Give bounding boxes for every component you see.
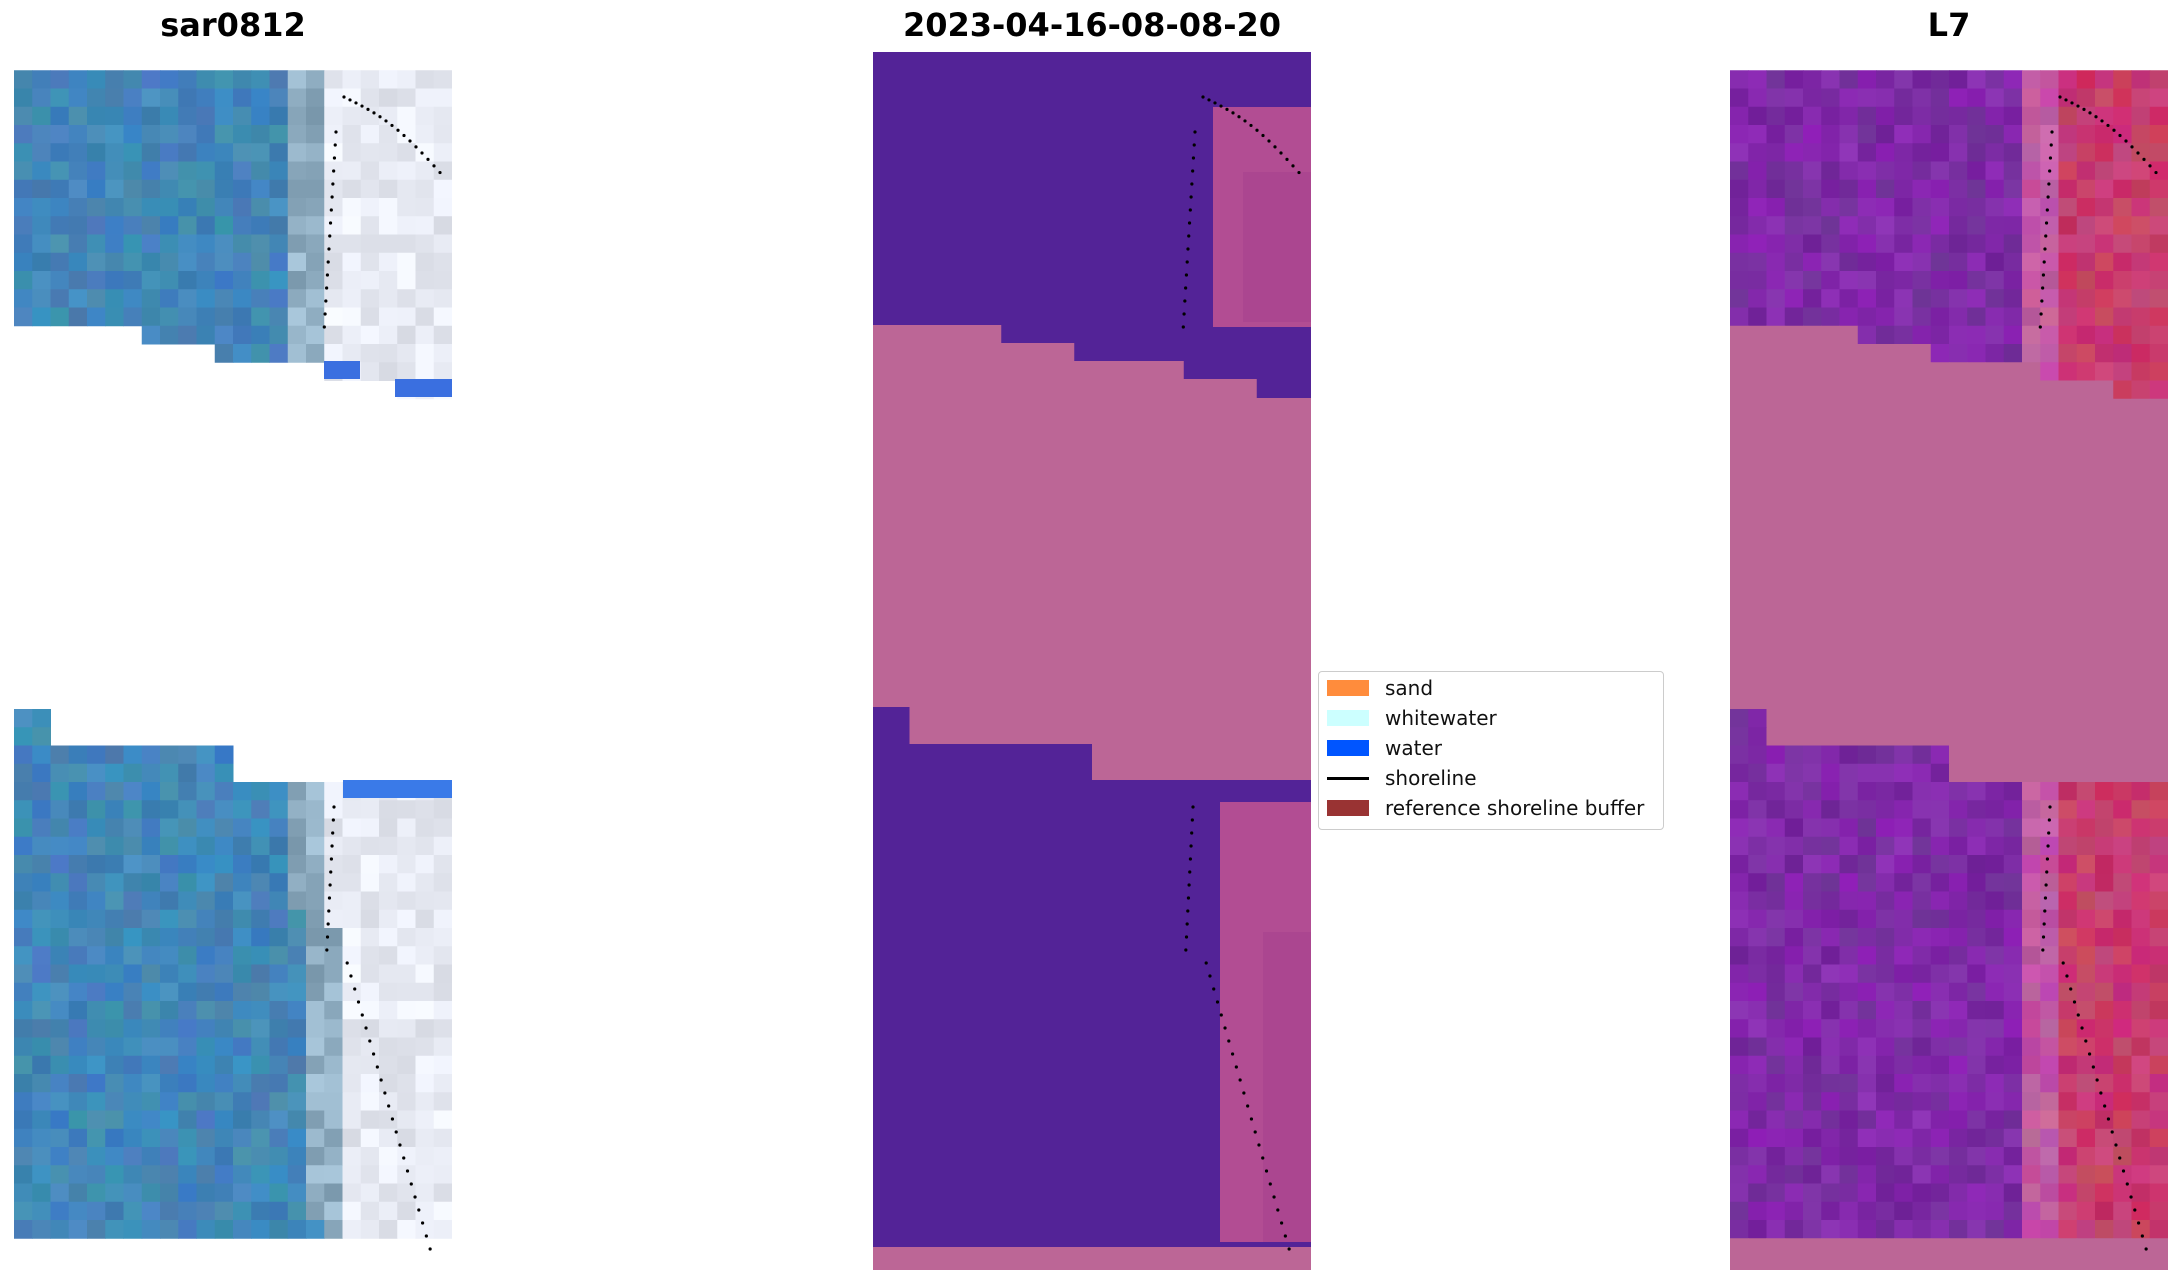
sand-swatch bbox=[1327, 680, 1369, 696]
title-classification-panel: 2023-04-16-08-08-20 bbox=[902, 6, 1282, 44]
rgb-image-panel bbox=[14, 52, 452, 1270]
classification-panel bbox=[873, 52, 1311, 1270]
shoreline-dots bbox=[1181, 95, 1301, 1251]
legend-label: sand bbox=[1385, 676, 1434, 700]
reference-buffer-swatch bbox=[1327, 800, 1369, 816]
title-rgb-panel: sar0812 bbox=[160, 6, 306, 44]
legend-label: reference shoreline buffer bbox=[1385, 796, 1645, 820]
legend-item-sand: sand bbox=[1327, 674, 1433, 702]
legend-label: water bbox=[1385, 736, 1442, 760]
index-image-panel bbox=[1730, 52, 2168, 1270]
water-swatch bbox=[1327, 740, 1369, 756]
legend-label: shoreline bbox=[1385, 766, 1477, 790]
legend: sand whitewater water shoreline referenc… bbox=[1318, 671, 1664, 830]
title-index-panel: L7 bbox=[1927, 6, 1971, 44]
legend-label: whitewater bbox=[1385, 706, 1497, 730]
legend-item-shoreline: shoreline bbox=[1327, 764, 1477, 792]
legend-item-whitewater: whitewater bbox=[1327, 704, 1497, 732]
whitewater-swatch bbox=[1327, 710, 1369, 726]
shoreline-dots bbox=[322, 95, 442, 1251]
shoreline-line-swatch bbox=[1327, 770, 1369, 786]
masked-strip bbox=[873, 1247, 1311, 1270]
shoreline-dots bbox=[2038, 95, 2158, 1251]
legend-item-water: water bbox=[1327, 734, 1442, 762]
legend-item-reference-buffer: reference shoreline buffer bbox=[1327, 794, 1644, 822]
